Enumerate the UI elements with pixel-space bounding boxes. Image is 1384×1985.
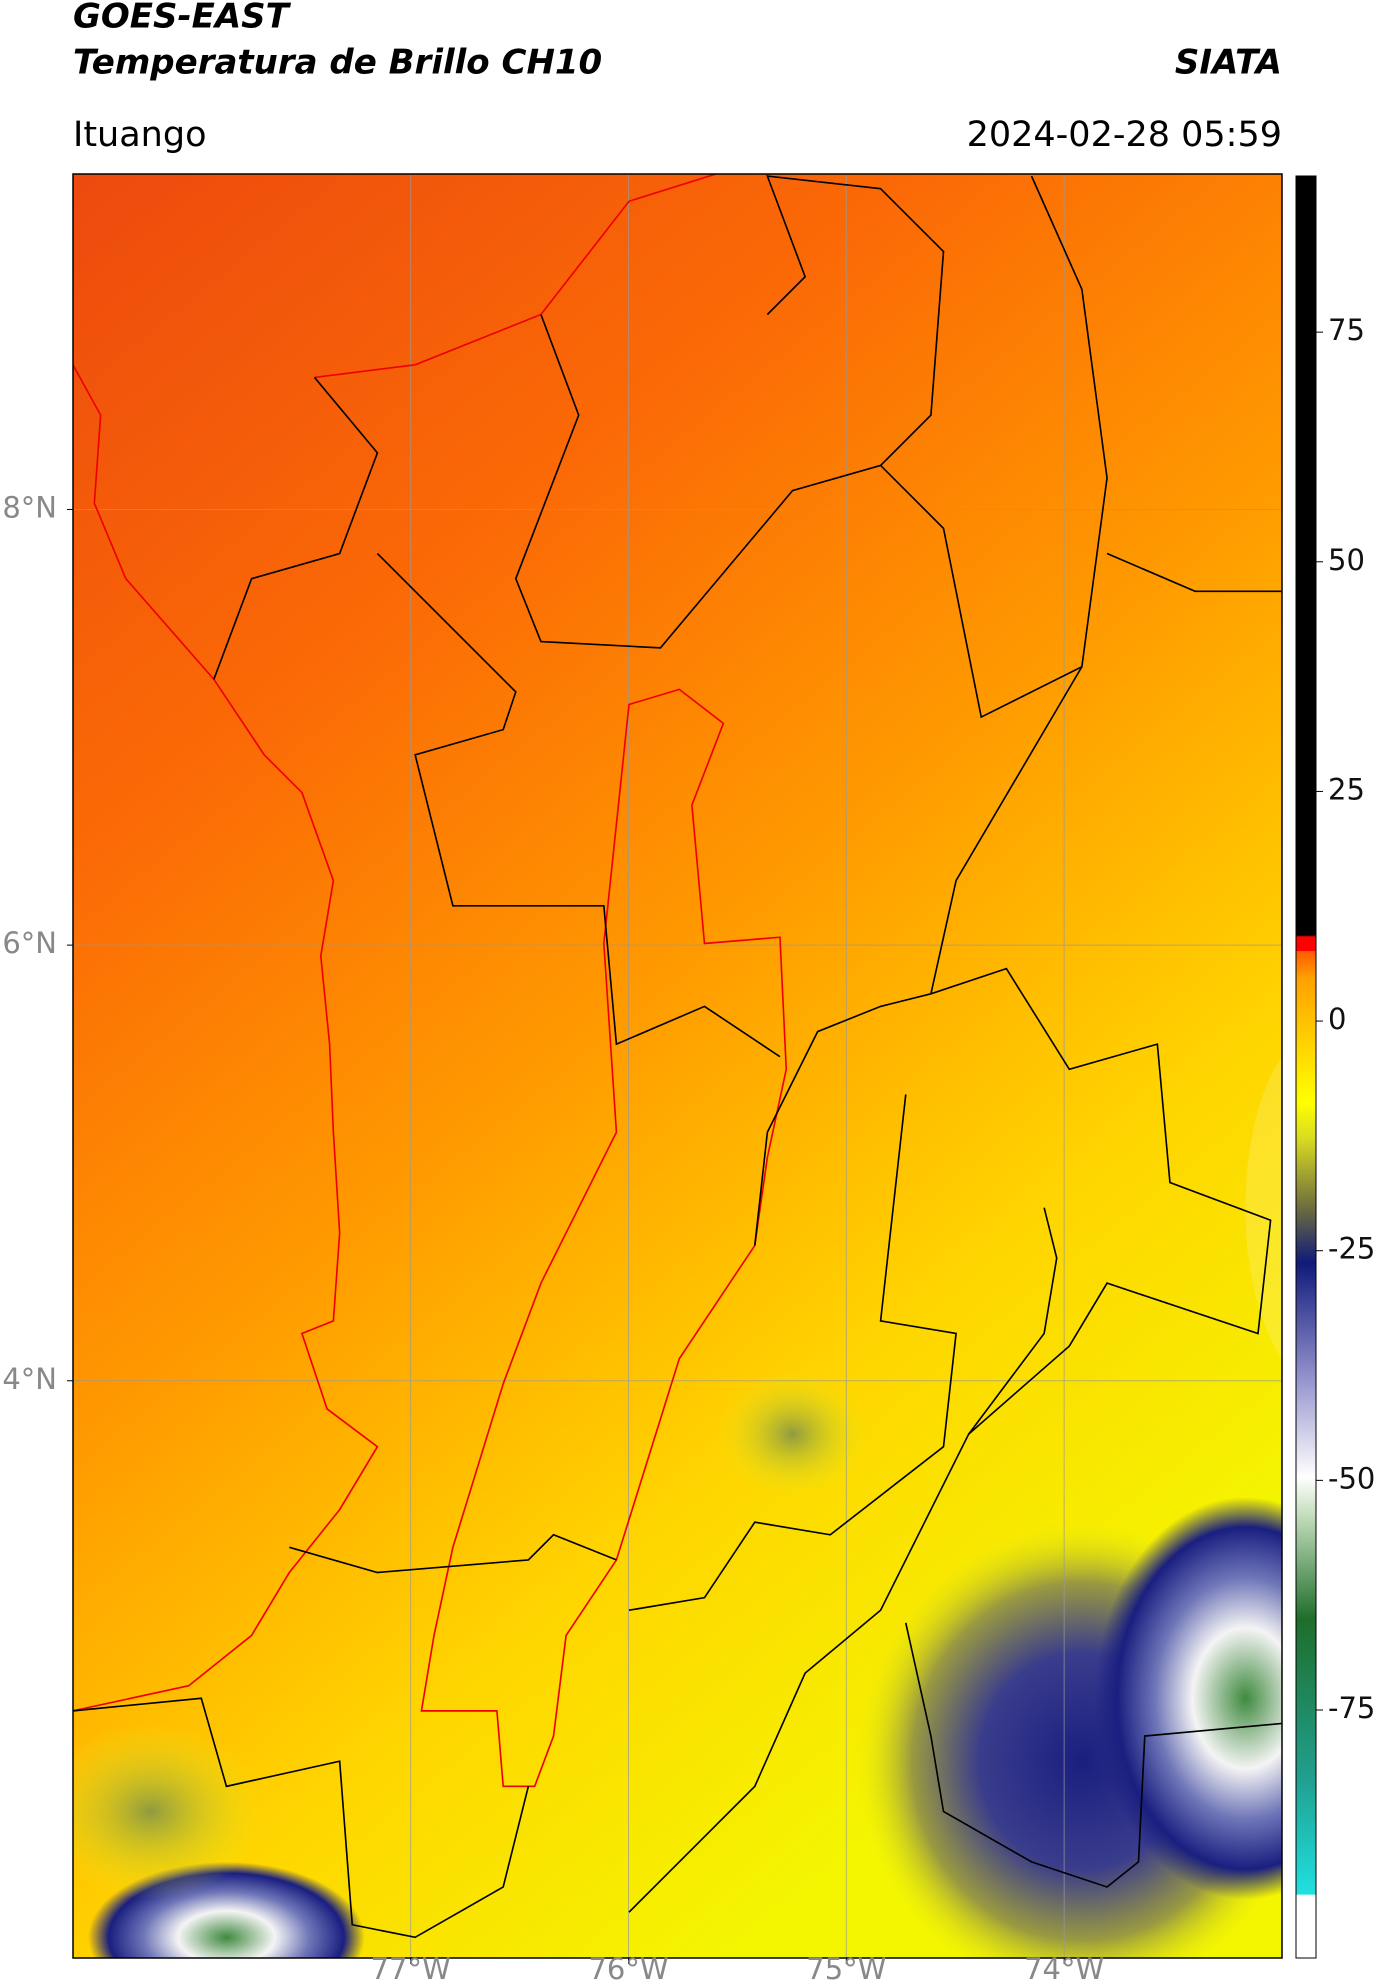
border <box>766 175 945 467</box>
cloud <box>1245 1056 1282 1359</box>
colorbar-label: -25 <box>1328 1232 1375 1266</box>
lat-label: 4°N <box>2 1362 57 1396</box>
border <box>753 666 1083 1246</box>
cloud <box>717 1371 869 1498</box>
colorbar-label: 75 <box>1328 313 1365 347</box>
location: Ituango <box>73 115 207 155</box>
border <box>376 552 781 1058</box>
lon-label: 75°W <box>806 1952 886 1981</box>
lat-label: 8°N <box>2 490 57 524</box>
border <box>968 1207 1058 1435</box>
lon-label: 76°W <box>588 1952 668 1981</box>
lon-label: 77°W <box>371 1952 451 1981</box>
datetime: 2024-02-28 05:59 <box>967 115 1282 155</box>
border <box>289 1533 617 1574</box>
border <box>1106 552 1282 593</box>
title-line2: Temperatura de Brillo CH10 <box>73 43 602 83</box>
region-outline <box>420 688 788 1788</box>
map-frame <box>72 173 1283 1959</box>
colorbar-label: -50 <box>1328 1461 1375 1495</box>
map-area <box>73 174 1282 1958</box>
cloud <box>73 1723 265 1900</box>
border <box>213 376 379 680</box>
border <box>628 967 1272 1913</box>
title-line1: GOES-EAST <box>73 0 292 37</box>
graticule <box>73 174 1282 1958</box>
colorbar-label: 50 <box>1328 543 1365 577</box>
border <box>73 1697 530 1939</box>
colorbar-label: -75 <box>1328 1691 1375 1725</box>
lat-label: 6°N <box>2 926 57 960</box>
colorbar-label: 25 <box>1328 772 1365 806</box>
lon-label: 74°W <box>1024 1952 1104 1981</box>
colorbar-label: 0 <box>1328 1002 1346 1036</box>
colorbar <box>1295 175 1317 1959</box>
brand: SIATA <box>1175 43 1282 83</box>
border <box>628 1094 957 1612</box>
cloud-features <box>73 1056 1282 1958</box>
boundaries <box>73 174 1282 1939</box>
border <box>904 1622 1282 1888</box>
